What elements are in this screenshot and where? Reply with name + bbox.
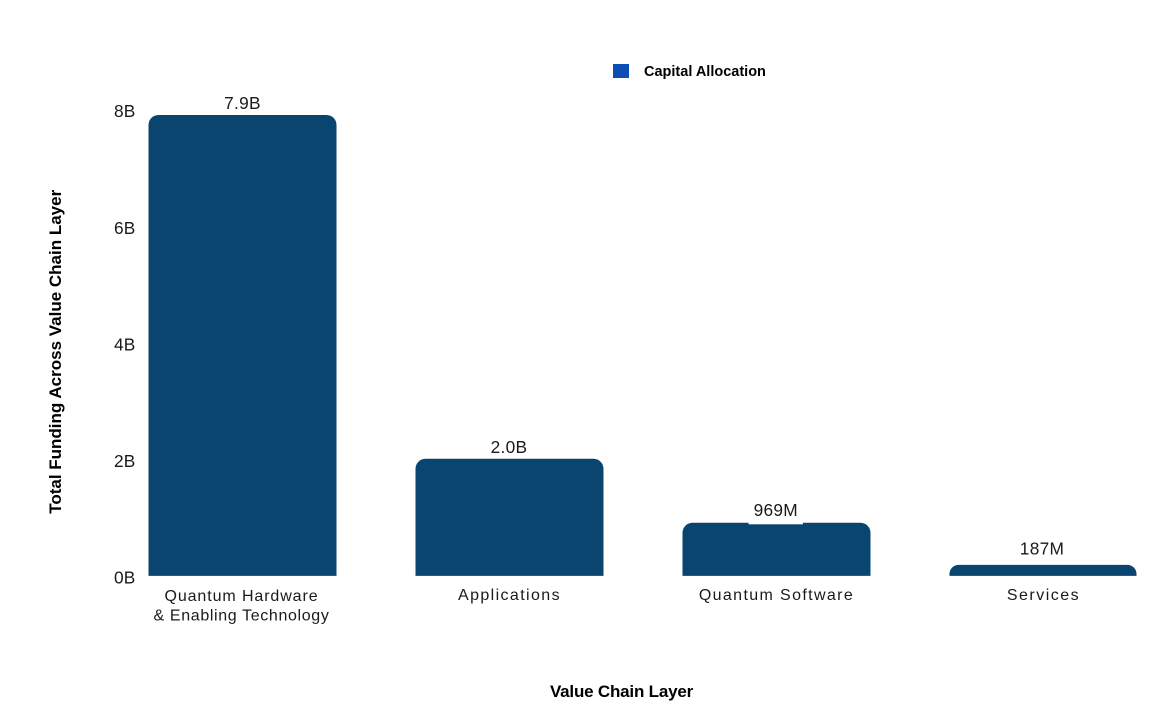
- svg-text:Services: Services: [1007, 587, 1080, 604]
- svg-text:6B: 6B: [114, 218, 136, 238]
- svg-text:969M: 969M: [754, 500, 798, 520]
- svg-text:4B: 4B: [114, 334, 136, 354]
- svg-text:Applications: Applications: [458, 587, 561, 604]
- svg-text:Quantum Hardware: Quantum Hardware: [164, 588, 318, 605]
- svg-text:7.9B: 7.9B: [224, 93, 261, 113]
- svg-text:8B: 8B: [114, 101, 136, 121]
- svg-text:0B: 0B: [114, 567, 136, 587]
- svg-text:2B: 2B: [114, 451, 136, 471]
- svg-text:Total Funding Across Value Cha: Total Funding Across Value Chain Layer: [46, 189, 65, 513]
- svg-text:Capital Allocation: Capital Allocation: [644, 64, 766, 80]
- svg-text:2.0B: 2.0B: [491, 437, 528, 457]
- svg-text:Value Chain Layer: Value Chain Layer: [550, 682, 694, 701]
- svg-text:187M: 187M: [1020, 539, 1064, 559]
- svg-text:& Enabling Technology: & Enabling Technology: [154, 608, 330, 625]
- svg-text:Quantum Software: Quantum Software: [699, 587, 854, 604]
